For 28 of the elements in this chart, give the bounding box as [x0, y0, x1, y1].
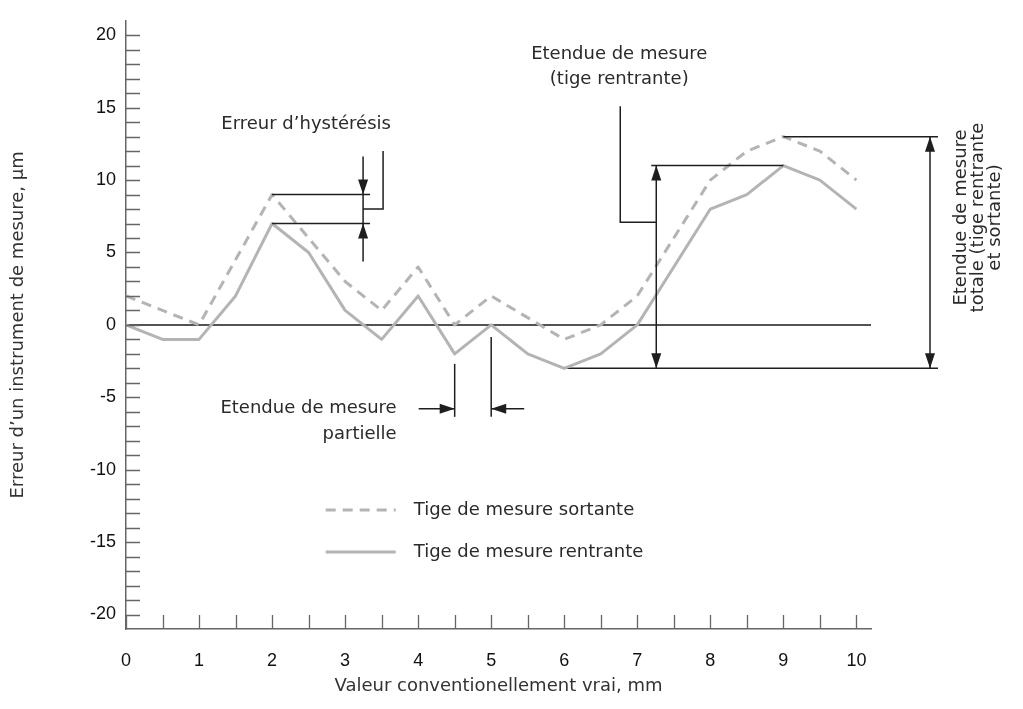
- annotation: Erreur d’hystérésis: [221, 111, 391, 133]
- x-axis-title: Valeur conventionellement vrai, mm: [334, 673, 663, 695]
- x-tick-label: 6: [559, 649, 570, 670]
- x-tick-label: 1: [194, 649, 205, 670]
- x-tick-label: 7: [632, 649, 643, 670]
- y-tick-label: 0: [105, 313, 116, 334]
- y-tick-label: 5: [105, 241, 116, 262]
- annotation: Etendue de mesure totale (tige rentrante et sortante): [948, 122, 1004, 313]
- x-tick-label: 0: [120, 649, 132, 670]
- y-tick-label: 15: [95, 96, 116, 117]
- annotation: Etendue de mesure partielle: [220, 395, 397, 443]
- x-tick-label: 8: [705, 649, 716, 670]
- x-tick-label: 2: [267, 649, 278, 670]
- y-tick-label: -20: [89, 603, 116, 624]
- x-tick-label: 5: [486, 649, 497, 670]
- legend-label: Tige de mesure rentrante: [412, 539, 644, 561]
- x-tick-label: 9: [778, 649, 789, 670]
- x-tick-label: 3: [340, 649, 351, 670]
- x-tick-label: 4: [413, 649, 424, 670]
- y-tick-label: -15: [89, 531, 116, 552]
- y-tick-label: 20: [95, 24, 116, 45]
- y-tick-label: -5: [99, 386, 116, 407]
- annotation: Etendue de mesure (tige rentrante): [531, 42, 708, 89]
- x-tick-label: 10: [846, 649, 867, 670]
- legend-label: Tige de mesure sortante: [412, 497, 635, 519]
- y-tick-label: 10: [95, 169, 116, 190]
- y-axis-title: Erreur d’un instrument de mesure, µm: [6, 151, 28, 499]
- y-tick-label: -10: [89, 458, 116, 479]
